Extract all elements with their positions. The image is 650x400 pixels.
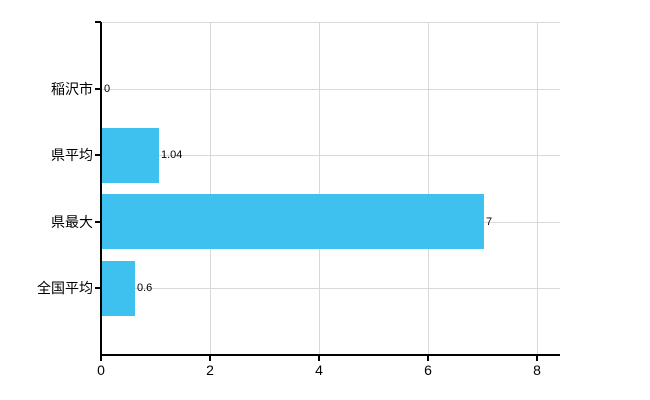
category-gridline xyxy=(101,155,560,156)
x-axis-tick-label: 8 xyxy=(533,362,541,378)
x-gridline xyxy=(319,22,320,355)
x-axis-tick-label: 2 xyxy=(206,362,214,378)
x-axis-tick-label: 6 xyxy=(424,362,432,378)
y-axis-line xyxy=(100,22,102,356)
category-gridline xyxy=(101,89,560,90)
x-axis-tick-mark xyxy=(209,356,211,361)
bar-value-label: 0.6 xyxy=(137,282,153,294)
x-axis-tick-label: 4 xyxy=(315,362,323,378)
x-axis-tick-mark xyxy=(100,356,102,361)
category-label: 稲沢市 xyxy=(51,81,93,97)
y-axis-tick-mark xyxy=(95,287,101,289)
x-gridline xyxy=(210,22,211,355)
bar-value-label: 1.04 xyxy=(161,149,183,161)
x-gridline xyxy=(428,22,429,355)
bar xyxy=(102,194,484,249)
y-axis-tick-mark xyxy=(95,88,101,90)
bar xyxy=(102,261,135,316)
x-axis-tick-mark xyxy=(427,356,429,361)
x-gridline xyxy=(537,22,538,355)
category-label: 県平均 xyxy=(51,147,93,163)
plot-top-gridline xyxy=(101,22,560,23)
y-axis-tick-mark xyxy=(95,221,101,223)
category-label: 県最大 xyxy=(51,214,93,230)
x-axis-tick-label: 0 xyxy=(97,362,105,378)
x-axis-tick-mark xyxy=(318,356,320,361)
category-gridline xyxy=(101,288,560,289)
y-axis-tick-mark xyxy=(95,154,101,156)
x-axis-line xyxy=(100,354,560,356)
x-axis-tick-mark xyxy=(536,356,538,361)
category-label: 全国平均 xyxy=(37,280,93,296)
bar xyxy=(102,128,159,183)
bar-value-label: 7 xyxy=(486,216,493,228)
bar-value-label: 0 xyxy=(104,83,111,95)
y-axis-top-tick-mark xyxy=(95,21,101,23)
